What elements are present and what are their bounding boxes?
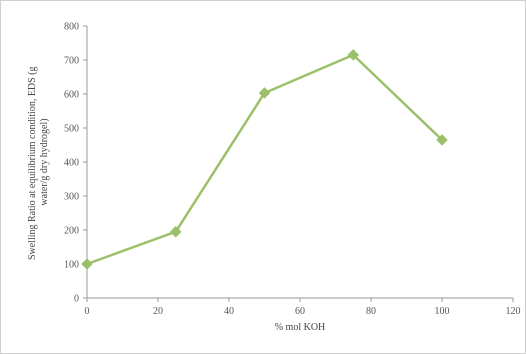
x-tick-label: 60 bbox=[295, 306, 305, 317]
x-tick-label: 120 bbox=[506, 306, 521, 317]
x-tick-label: 40 bbox=[224, 306, 234, 317]
y-tick-label: 500 bbox=[64, 124, 79, 135]
y-tick-label: 400 bbox=[64, 158, 79, 169]
x-tick-label: 80 bbox=[366, 306, 376, 317]
y-tick-label: 300 bbox=[64, 192, 79, 203]
y-axis-title-line-1: Swelling Ratio at equilibrium condition,… bbox=[27, 66, 38, 260]
x-tick-label: 0 bbox=[85, 306, 90, 317]
y-tick-label: 100 bbox=[64, 260, 79, 271]
series-line bbox=[86, 53, 443, 266]
y-tick-label: 700 bbox=[64, 56, 79, 67]
y-tick-label: 600 bbox=[64, 90, 79, 101]
y-tick-label: 0 bbox=[74, 294, 79, 305]
axes bbox=[83, 25, 514, 302]
x-axis-title: % mol KOH bbox=[275, 322, 326, 333]
y-axis-title-line-2: water/g dry hydrogel) bbox=[39, 118, 50, 205]
series-group bbox=[81, 49, 448, 270]
data-point bbox=[81, 258, 93, 270]
data-point bbox=[436, 134, 448, 146]
tick-labels: 0 100 200 300 400 500 600 700 800 0 20 40 60 80 100 120 bbox=[64, 22, 521, 318]
x-tick-label: 100 bbox=[435, 306, 450, 317]
data-point bbox=[169, 225, 182, 238]
y-tick-label: 800 bbox=[64, 22, 79, 33]
x-tick-label: 20 bbox=[153, 306, 163, 317]
y-axis-title: Swelling Ratio at equilibrium condition,… bbox=[27, 64, 50, 260]
data-point bbox=[258, 87, 271, 99]
data-point bbox=[347, 49, 360, 61]
y-tick-label: 200 bbox=[64, 226, 79, 237]
